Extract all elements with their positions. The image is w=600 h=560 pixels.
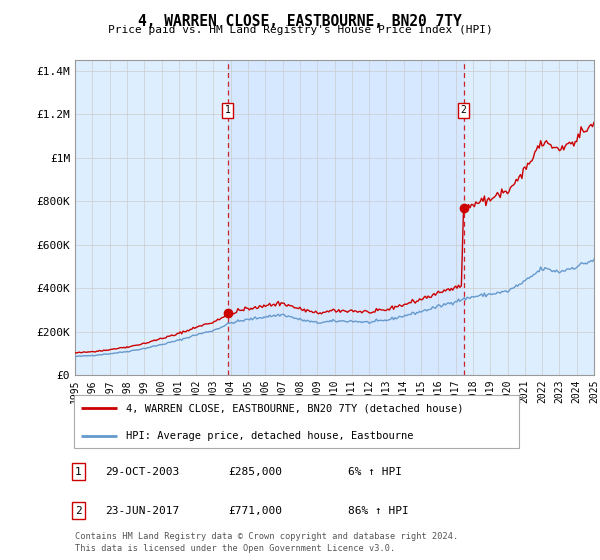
Text: 29-OCT-2003: 29-OCT-2003 <box>105 466 179 477</box>
Text: £771,000: £771,000 <box>228 506 282 516</box>
Bar <box>228 60 464 375</box>
Text: 2: 2 <box>461 105 466 115</box>
Text: HPI: Average price, detached house, Eastbourne: HPI: Average price, detached house, East… <box>126 431 413 441</box>
Text: 86% ↑ HPI: 86% ↑ HPI <box>348 506 409 516</box>
Text: 2: 2 <box>75 506 82 516</box>
Text: 23-JUN-2017: 23-JUN-2017 <box>105 506 179 516</box>
Text: 4, WARREN CLOSE, EASTBOURNE, BN20 7TY (detached house): 4, WARREN CLOSE, EASTBOURNE, BN20 7TY (d… <box>126 403 464 413</box>
FancyBboxPatch shape <box>74 395 519 448</box>
Text: 1: 1 <box>75 466 82 477</box>
Text: 1: 1 <box>225 105 230 115</box>
Text: 4, WARREN CLOSE, EASTBOURNE, BN20 7TY: 4, WARREN CLOSE, EASTBOURNE, BN20 7TY <box>138 14 462 29</box>
Text: Contains HM Land Registry data © Crown copyright and database right 2024.
This d: Contains HM Land Registry data © Crown c… <box>75 533 458 553</box>
Text: 6% ↑ HPI: 6% ↑ HPI <box>348 466 402 477</box>
Text: Price paid vs. HM Land Registry's House Price Index (HPI): Price paid vs. HM Land Registry's House … <box>107 25 493 35</box>
Text: £285,000: £285,000 <box>228 466 282 477</box>
